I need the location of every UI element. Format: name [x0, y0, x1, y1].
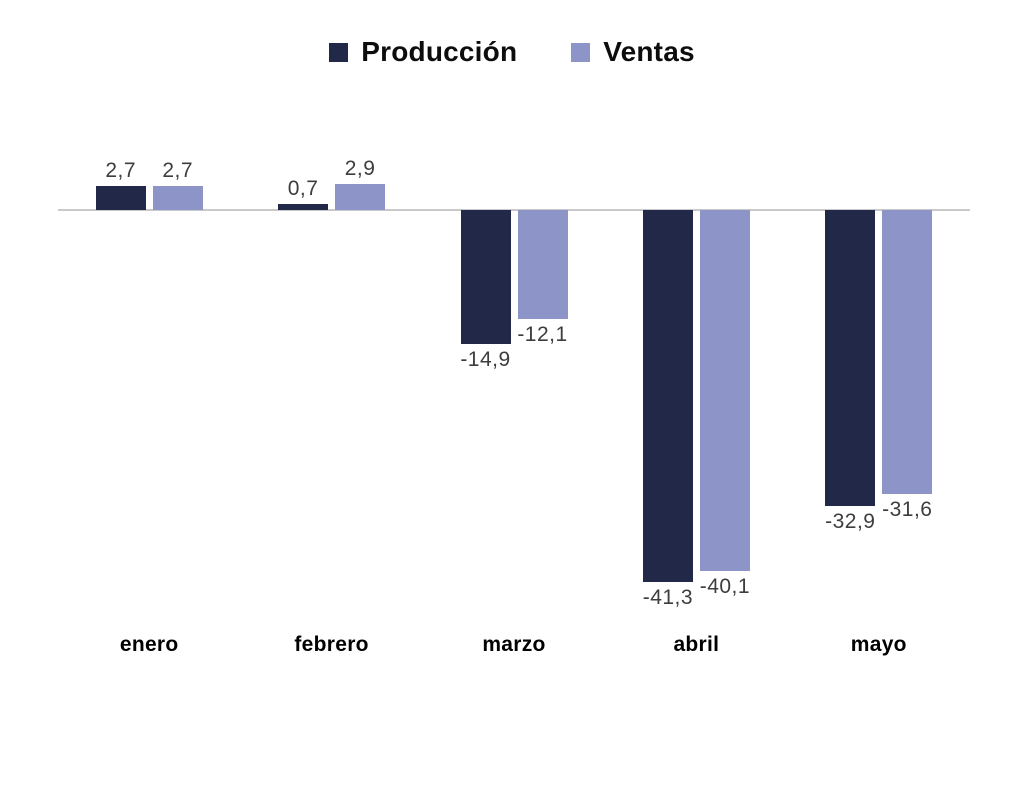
bar-ventas-febrero [335, 183, 386, 210]
bar-ventas-marzo [517, 210, 568, 319]
value-label-produccion-febrero: 0,7 [287, 176, 319, 200]
legend-swatch-produccion [329, 42, 349, 62]
value-label-ventas-marzo: -12,1 [517, 322, 568, 346]
bar-produccion-marzo [460, 210, 511, 345]
category-label-enero: enero [119, 633, 179, 656]
value-label-produccion-mayo: -32,9 [825, 510, 876, 534]
bar-produccion-mayo [825, 210, 876, 507]
bar-produccion-abril [642, 210, 693, 582]
legend-label-ventas: Ventas [603, 36, 695, 67]
legend-item-ventas: Ventas [571, 36, 695, 68]
category-label-marzo: marzo [482, 633, 546, 656]
legend-swatch-ventas [571, 42, 591, 62]
zero-baseline [58, 209, 970, 211]
category-label-abril: abril [673, 633, 720, 656]
value-label-ventas-abril: -40,1 [699, 574, 751, 598]
legend-item-produccion: Producción [329, 36, 517, 68]
value-label-produccion-marzo: -14,9 [460, 348, 511, 372]
value-label-ventas-febrero: 2,9 [344, 156, 376, 180]
bar-ventas-enero [152, 185, 203, 210]
value-label-ventas-enero: 2,7 [162, 158, 194, 182]
category-label-mayo: mayo [850, 633, 907, 656]
value-label-produccion-abril: -41,3 [642, 585, 694, 609]
bar-produccion-febrero [278, 203, 329, 210]
bar-ventas-abril [699, 210, 750, 571]
legend-label-produccion: Producción [361, 36, 518, 67]
bar-ventas-mayo [882, 210, 933, 495]
value-label-ventas-mayo: -31,6 [882, 498, 933, 522]
category-label-febrero: febrero [294, 633, 369, 656]
chart-legend: Producción Ventas [0, 36, 1024, 68]
bar-produccion-enero [95, 185, 146, 210]
value-label-produccion-enero: 2,7 [105, 158, 137, 182]
